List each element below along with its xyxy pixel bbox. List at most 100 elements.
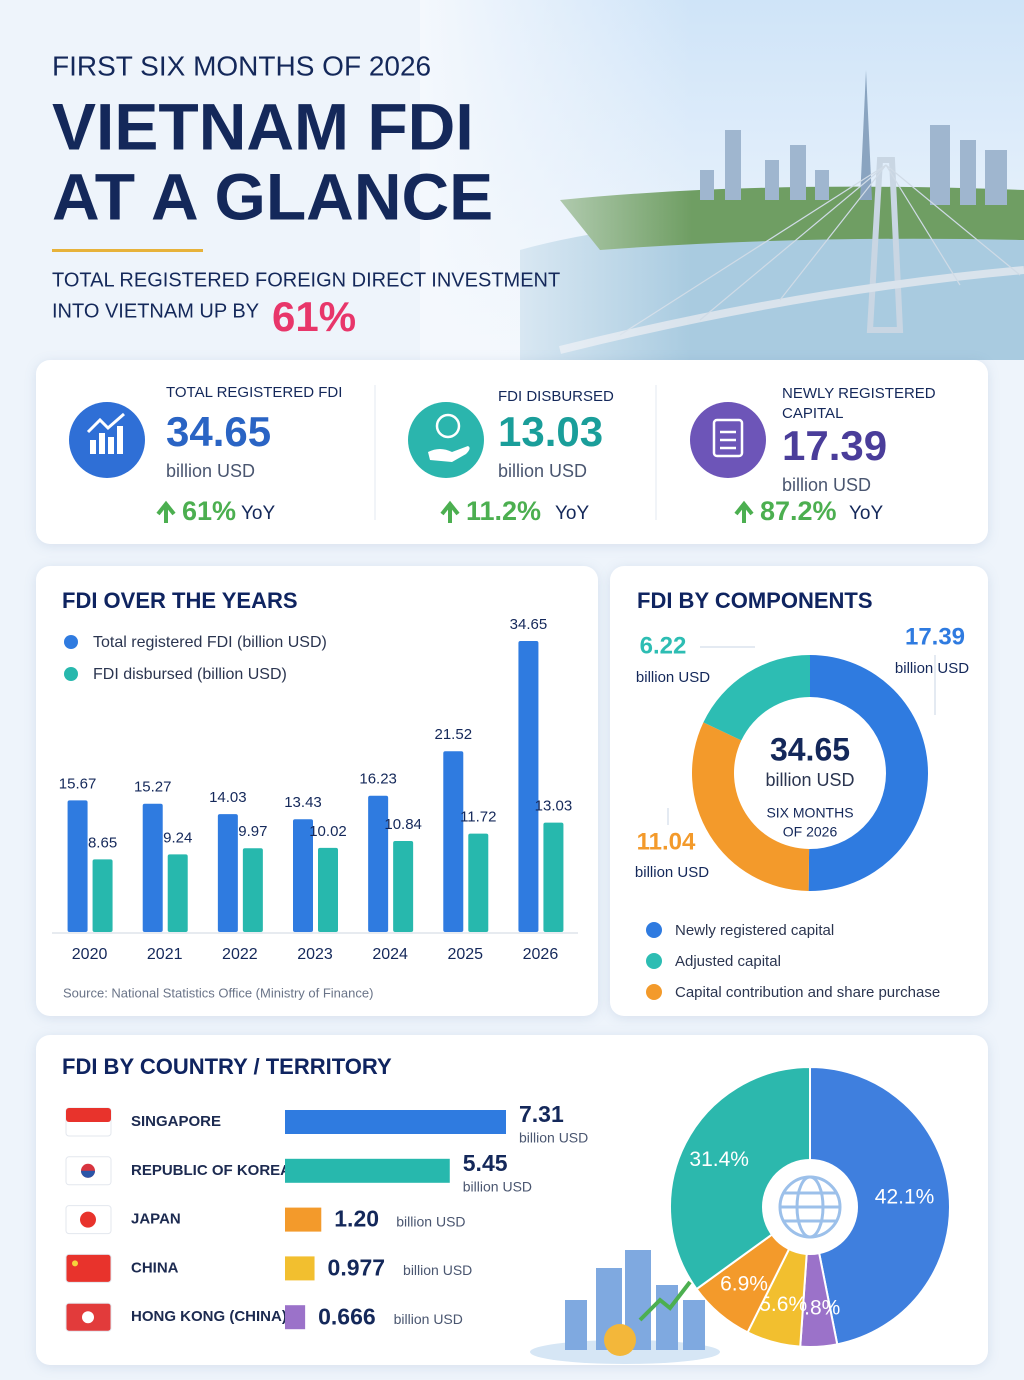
kpi-value: 34.65 [166,408,271,455]
legend-swatch [64,667,78,681]
subtitle-line: INTO VIETNAM UP BY [52,300,259,322]
eyebrow: FIRST SIX MONTHS OF 2026 [52,50,431,81]
unit-label: billion USD [635,864,709,881]
value-label: 11.72 [460,809,496,826]
bar [468,833,489,932]
category-label: REPUBLIC OF KOREA [131,1162,291,1179]
flag [72,1260,78,1267]
x-tick-label: 2024 [372,946,408,963]
up-arrow [734,500,754,523]
decor [565,1300,587,1350]
value-label: 16.23 [359,771,397,788]
category-label: CHINA [131,1259,179,1276]
x-tick-label: 2023 [297,946,333,963]
bar [285,1305,306,1330]
kpi-icon [408,402,484,478]
bar [443,751,464,932]
value-label: 5.45 [463,1150,508,1176]
up-arrow [156,500,176,523]
bar [92,859,113,932]
bar [518,641,539,932]
kpi-change-label: YoY [241,503,275,524]
legend-label: FDI disbursed (billion USD) [93,666,287,683]
value-label: 15.27 [134,779,172,796]
divider [52,249,203,252]
kpi-change: 61% [182,496,236,526]
flag [65,1253,112,1283]
value-label: 15.67 [59,775,97,792]
bar [167,854,188,932]
kpi-label: CAPITAL [782,405,843,422]
bar [285,1256,315,1281]
value-label: 34.65 [510,616,548,633]
cityscape [420,0,1024,360]
bar [393,840,414,932]
x-tick-label: 2026 [523,946,559,963]
x-tick-label: 2025 [447,946,483,963]
value-label: 3.8% [792,1296,840,1319]
unit-label: billion USD [394,1311,463,1327]
bar [67,800,88,932]
decor [638,1280,692,1322]
flag [82,1311,94,1324]
donut-segment [808,655,928,891]
globe-icon [780,1191,840,1223]
source: Source: National Statistics Office (Mini… [63,985,373,1000]
value-label: 9.24 [163,829,192,846]
kpi-label: NEWLY REGISTERED [782,385,936,402]
kpi-value: 17.39 [782,422,887,469]
chart-card [610,566,988,1016]
kpi-icon [69,402,145,478]
value-label: 13.03 [535,798,573,815]
bar [242,848,263,932]
flag [81,1170,96,1178]
legend-swatch [64,635,78,649]
bar [285,1158,450,1183]
kpi-change-label: YoY [555,503,589,524]
bar [293,819,313,932]
unit-label: billion USD [636,669,710,686]
value-label: 0.666 [318,1303,376,1329]
value-label: 13.43 [284,794,322,811]
kpi-change: 11.2% [466,496,541,526]
donut-segment [692,722,810,891]
unit-label: billion USD [895,660,969,677]
title-line: AT A GLANCE [52,159,493,233]
value-label: 17.39 [905,623,965,650]
value-label: 42.1% [875,1185,935,1208]
category-label: JAPAN [131,1211,181,1228]
kpi-change-label: YoY [849,503,883,524]
highlight: 61% [272,293,356,340]
bar [285,1207,322,1232]
value-label: 0.977 [328,1254,386,1280]
donut-segment [703,655,810,741]
center-note: OF 2026 [783,824,838,840]
legend-label: Total registered FDI (billion USD) [93,634,327,651]
value-label: 31.4% [689,1148,749,1171]
kpi-unit: billion USD [782,475,871,495]
bar [368,795,389,932]
center-note: SIX MONTHS [766,805,853,821]
value-label: 7.31 [519,1101,564,1127]
bar [217,814,238,932]
subtitle-line: TOTAL REGISTERED FOREIGN DIRECT INVESTME… [52,269,560,291]
legend-swatch [646,922,662,938]
unit-label: billion USD [403,1262,472,1278]
kpi-label: FDI DISBURSED [498,388,614,405]
bar [318,847,338,932]
x-tick-label: 2020 [72,946,108,963]
category-label: SINGAPORE [131,1113,221,1130]
x-tick-label: 2021 [147,946,183,963]
kpi-unit: billion USD [498,461,587,481]
bar [285,1110,506,1134]
legend-label: Capital contribution and share purchase [675,984,940,1001]
kpi-value: 13.03 [498,408,603,455]
flag [66,1108,111,1122]
value-label: 6.9% [720,1272,768,1295]
unit-label: billion USD [519,1130,588,1146]
value-label: 8.65 [88,834,117,851]
chart-title: FDI BY COMPONENTS [637,588,873,613]
kpi-change: 87.2% [760,496,837,526]
kpi-unit: billion USD [166,461,255,481]
chart-title: FDI OVER THE YEARS [62,588,298,613]
